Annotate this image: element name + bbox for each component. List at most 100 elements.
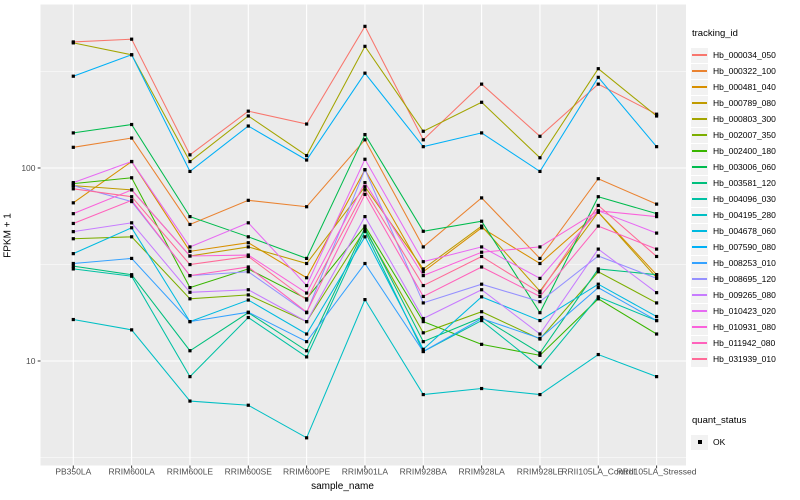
data-point	[421, 301, 425, 305]
legend-key-line-icon	[691, 143, 708, 159]
legend-entry-Hb_003006_060: Hb_003006_060	[691, 159, 799, 175]
data-point	[246, 198, 250, 202]
legend-key-line-icon	[691, 95, 708, 111]
data-point	[538, 318, 542, 323]
legend-quant-status-section: quant_status OK	[691, 415, 799, 450]
legend-entry-Hb_004195_280: Hb_004195_280	[691, 207, 799, 223]
legend-entry-label: Hb_004195_280	[713, 210, 776, 220]
x-tick-label: PB350LA	[55, 467, 91, 477]
legend-entry-Hb_002007_350: Hb_002007_350	[691, 127, 799, 143]
data-point	[421, 347, 425, 351]
data-point	[480, 318, 484, 323]
data-point	[480, 295, 484, 299]
data-point	[363, 224, 367, 228]
legend-key-line-icon	[691, 63, 708, 79]
data-point	[246, 288, 250, 292]
x-tick-label: RRII105LA_Control	[561, 467, 635, 477]
data-point	[188, 297, 192, 301]
data-point	[538, 353, 542, 357]
legend-line-swatch	[692, 294, 707, 296]
data-point	[538, 294, 542, 299]
data-point	[480, 282, 484, 286]
legend-line-swatch	[692, 246, 707, 248]
data-point	[596, 177, 600, 181]
data-point	[363, 138, 367, 142]
data-point	[71, 74, 75, 78]
legend-line-swatch	[692, 102, 707, 104]
data-point	[596, 297, 600, 301]
legend-series-entries: Hb_000034_050 Hb_000322_100 Hb_000481_040 H…	[691, 47, 799, 367]
data-point	[421, 331, 425, 335]
legend-entry-Hb_000789_080: Hb_000789_080	[691, 95, 799, 111]
data-point	[655, 332, 659, 336]
x-tick-label: RRIM928LE	[517, 467, 564, 477]
data-point	[655, 247, 659, 251]
data-point	[421, 349, 425, 354]
x-tick-label: RRII105LA_Stressed	[617, 467, 697, 477]
data-point	[363, 229, 367, 233]
legend-entry-Hb_002400_180: Hb_002400_180	[691, 143, 799, 159]
data-point	[130, 37, 134, 41]
data-point	[246, 310, 250, 314]
data-point	[655, 276, 659, 280]
legend-title-tracking-id: tracking_id	[692, 28, 738, 39]
legend-key-point-icon	[691, 434, 708, 450]
data-point	[596, 82, 600, 86]
data-point	[538, 365, 542, 369]
data-point	[188, 245, 192, 249]
legend-line-swatch	[692, 70, 707, 72]
square-point-icon	[697, 440, 702, 444]
data-point	[596, 352, 600, 357]
data-point	[246, 267, 250, 271]
data-point	[188, 159, 192, 164]
data-point	[71, 131, 75, 135]
data-point	[305, 298, 309, 302]
legend-key-line-icon	[691, 351, 708, 367]
data-point	[596, 209, 600, 213]
data-point	[421, 316, 425, 321]
legend-key-line-icon	[691, 47, 708, 63]
data-point	[421, 260, 425, 264]
data-point	[538, 156, 542, 160]
data-point	[363, 226, 367, 230]
data-point	[596, 254, 600, 258]
data-point	[246, 241, 250, 245]
legend-line-swatch	[692, 134, 707, 136]
data-point	[71, 261, 75, 266]
data-point	[421, 283, 425, 288]
data-point	[538, 291, 542, 295]
data-point	[188, 254, 192, 258]
legend-entry-label: Hb_000481_040	[713, 82, 776, 92]
legend-entry-label: Hb_007590_080	[713, 242, 776, 252]
legend-key-line-icon	[691, 319, 708, 335]
data-point	[655, 202, 659, 206]
legend-entry-label: Hb_008695_120	[713, 274, 776, 284]
data-point	[363, 185, 367, 189]
legend-line-swatch	[692, 262, 707, 264]
legend-title-quant-status: quant_status	[692, 415, 747, 426]
data-point	[246, 124, 250, 128]
legend-entry-label: Hb_009265_080	[713, 290, 776, 300]
data-point	[480, 224, 484, 228]
data-point	[71, 264, 75, 268]
y-tick-label: 100	[21, 163, 35, 173]
data-point	[596, 295, 600, 299]
data-point	[596, 247, 600, 251]
data-point	[71, 184, 75, 188]
data-point	[71, 237, 75, 241]
data-point	[655, 301, 659, 305]
legend-key-line-icon	[691, 239, 708, 255]
data-point	[655, 231, 659, 235]
legend-entry-Hb_010423_020: Hb_010423_020	[691, 303, 799, 319]
legend-entry-Hb_000322_100: Hb_000322_100	[691, 63, 799, 79]
legend-key-line-icon	[691, 303, 708, 319]
data-point	[305, 261, 309, 266]
data-point	[421, 229, 425, 233]
legend-line-swatch	[692, 150, 707, 152]
data-point	[246, 298, 250, 302]
data-point	[363, 227, 367, 232]
data-point	[480, 250, 484, 254]
data-point	[480, 131, 484, 135]
data-point	[188, 214, 192, 219]
data-point	[188, 262, 192, 267]
